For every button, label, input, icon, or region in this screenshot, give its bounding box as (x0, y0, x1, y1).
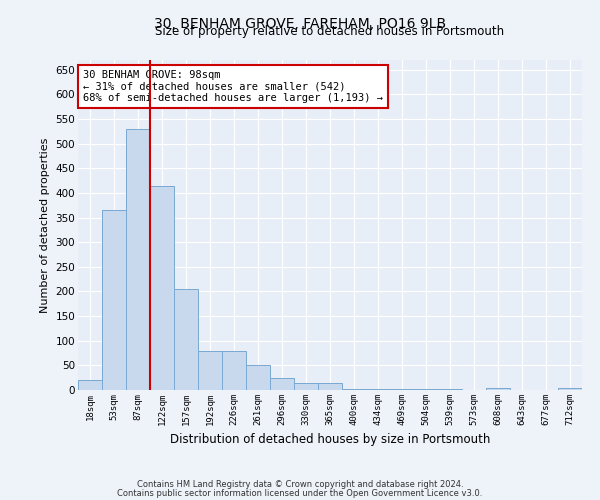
Bar (294, 382, 318, 390)
Bar (270, 378, 294, 390)
Text: Contains public sector information licensed under the Open Government Licence v3: Contains public sector information licen… (118, 488, 482, 498)
Bar (414, 389, 438, 390)
Bar (318, 382, 342, 390)
Bar (198, 350, 222, 390)
Bar (390, 389, 414, 390)
Bar (486, 388, 510, 390)
Bar (366, 389, 390, 390)
Bar (246, 366, 270, 390)
Title: Size of property relative to detached houses in Portsmouth: Size of property relative to detached ho… (155, 25, 505, 38)
Bar (102, 210, 126, 390)
Bar (150, 186, 174, 390)
Bar (222, 350, 246, 390)
Bar (126, 129, 150, 390)
Bar (78, 380, 102, 390)
Bar (174, 289, 198, 390)
X-axis label: Distribution of detached houses by size in Portsmouth: Distribution of detached houses by size … (170, 434, 490, 446)
Bar (342, 389, 366, 390)
Bar (558, 388, 582, 390)
Text: 30, BENHAM GROVE, FAREHAM, PO16 9LB: 30, BENHAM GROVE, FAREHAM, PO16 9LB (154, 18, 446, 32)
Y-axis label: Number of detached properties: Number of detached properties (40, 138, 50, 312)
Bar (438, 389, 462, 390)
Text: 30 BENHAM GROVE: 98sqm
← 31% of detached houses are smaller (542)
68% of semi-de: 30 BENHAM GROVE: 98sqm ← 31% of detached… (83, 70, 383, 103)
Text: Contains HM Land Registry data © Crown copyright and database right 2024.: Contains HM Land Registry data © Crown c… (137, 480, 463, 489)
